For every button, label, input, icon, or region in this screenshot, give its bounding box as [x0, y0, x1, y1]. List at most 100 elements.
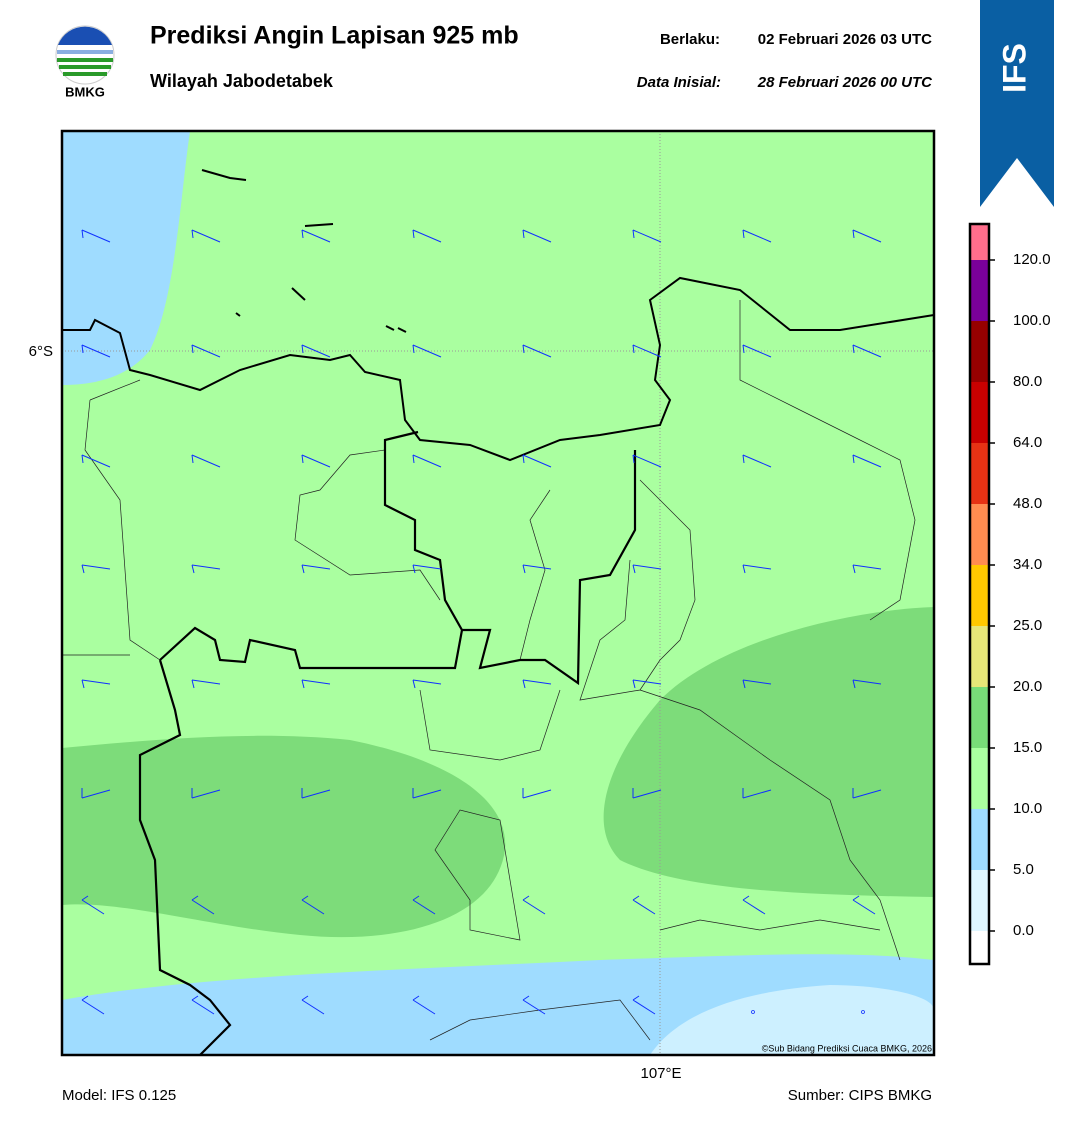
wind-barb — [632, 229, 662, 243]
wind-barb — [412, 454, 442, 468]
wind-barb — [522, 344, 552, 358]
wind-barb — [742, 788, 772, 799]
wind-barb — [742, 344, 772, 358]
wind-barb — [412, 564, 442, 574]
init-label: Data Inisial: — [637, 74, 721, 91]
map-frame — [60, 129, 936, 1057]
colorbar-tick-label: 25.0 — [1013, 617, 1042, 634]
colorbar-tick-label: 64.0 — [1013, 434, 1042, 451]
colorbar-segment — [970, 565, 989, 626]
wind-barb — [301, 564, 331, 574]
colorbar-segment — [970, 870, 989, 931]
wind-barb — [301, 679, 331, 689]
footer-model: Model: IFS 0.125 — [62, 1087, 176, 1104]
wind-barb — [852, 344, 882, 358]
wind-barb — [412, 995, 436, 1015]
map — [62, 131, 934, 1055]
colorbar: 0.0 5.0 10.0 15.0 20.0 25.0 34.0 48.0 64.0 80.0 10… — [968, 222, 1051, 966]
colorbar-tick-label: 0.0 — [1013, 922, 1034, 939]
wind-barb — [742, 679, 772, 689]
wind-barb — [522, 995, 546, 1015]
wind-barb — [522, 895, 546, 915]
footer-source: Sumber: CIPS BMKG — [788, 1087, 932, 1104]
lon-label: 107°E — [640, 1065, 681, 1082]
colorbar-tick-label: 100.0 — [1013, 312, 1051, 329]
colorbar-segment — [970, 931, 989, 964]
title: Prediksi Angin Lapisan 925 mb — [150, 22, 519, 50]
wind-barb — [522, 229, 552, 243]
wind-barb — [191, 895, 215, 915]
colorbar-tick-label: 48.0 — [1013, 495, 1042, 512]
wind-barb — [742, 895, 766, 915]
logo: BMKG — [55, 25, 115, 99]
colorbar-segment — [970, 626, 989, 687]
lat-label: 6°S — [29, 343, 53, 360]
wind-barb — [301, 895, 325, 915]
wind-barb — [301, 788, 331, 799]
colorbar-tick-label: 20.0 — [1013, 678, 1042, 695]
wind-barb — [301, 344, 331, 358]
init-time: 28 Februari 2026 00 UTC — [757, 74, 933, 91]
wind-barb — [81, 679, 111, 689]
wind-barb — [852, 229, 882, 243]
wind-barb — [852, 788, 882, 799]
wind-barb — [742, 454, 772, 468]
wind-barb — [191, 788, 221, 799]
wind-barb — [632, 344, 662, 358]
wind-barb — [191, 679, 221, 689]
wind-barb — [412, 679, 442, 689]
wind-barb — [191, 454, 221, 468]
wind-barbs — [81, 229, 882, 1015]
badge-text: IFS — [996, 43, 1032, 93]
colorbar-segment — [970, 809, 989, 870]
badge — [980, 0, 1054, 207]
wind-barb — [522, 788, 552, 799]
colorbar-tick-label: 15.0 — [1013, 739, 1042, 756]
wind-barb — [632, 564, 662, 574]
wind-barb — [852, 564, 882, 574]
wind-barb — [81, 344, 111, 358]
wind-barb — [301, 229, 331, 243]
colorbar-frame — [968, 222, 991, 966]
wind-barb — [81, 788, 111, 799]
wind-barb — [81, 564, 111, 574]
logo-text: BMKG — [65, 84, 105, 99]
valid-label: Berlaku: — [660, 31, 720, 48]
colorbar-segment — [970, 321, 989, 382]
colorbar-segment — [970, 443, 989, 504]
wind-barb — [852, 454, 882, 468]
wind-barb — [742, 229, 772, 243]
wind-barb — [191, 344, 221, 358]
wind-barb — [742, 564, 772, 574]
colorbar-segment — [970, 504, 989, 565]
wind-barb — [412, 344, 442, 358]
wind-barb — [522, 679, 552, 689]
wind-barb — [81, 995, 105, 1015]
calm-marker — [861, 1010, 865, 1014]
wind-barb — [412, 895, 436, 915]
colorbar-segment — [970, 687, 989, 748]
colorbar-tick-label: 5.0 — [1013, 861, 1034, 878]
calm-marker — [751, 1010, 755, 1014]
wind-barb — [301, 454, 331, 468]
colorbar-segment — [970, 260, 989, 321]
colorbar-segment — [970, 382, 989, 443]
wind-barb — [191, 229, 221, 243]
colorbar-segment — [970, 224, 989, 260]
colorbar-tick-label: 34.0 — [1013, 556, 1042, 573]
wind-barb — [632, 995, 656, 1015]
wind-barb — [632, 454, 662, 468]
wind-barb — [522, 454, 552, 468]
wind-barb — [412, 229, 442, 243]
wind-barb — [632, 788, 662, 799]
copyright: ©Sub Bidang Prediksi Cuaca BMKG, 2026 — [762, 1043, 932, 1053]
colorbar-tick-label: 80.0 — [1013, 373, 1042, 390]
wind-barb — [852, 895, 876, 915]
colorbar-segment — [970, 748, 989, 809]
wind-barb — [81, 454, 111, 468]
colorbar-tick-label: 120.0 — [1013, 251, 1051, 268]
wind-barb — [852, 679, 882, 689]
subtitle: Wilayah Jabodetabek — [150, 71, 334, 91]
wind-barb — [632, 679, 662, 689]
